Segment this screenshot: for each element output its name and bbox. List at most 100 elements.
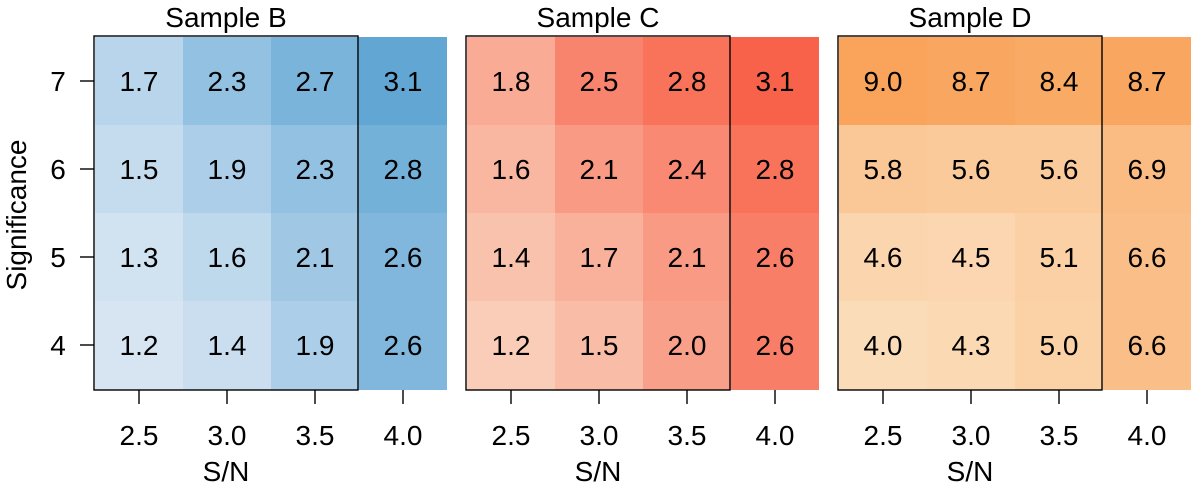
y-tick-label: 5 xyxy=(50,242,66,273)
cell-value-label: 1.2 xyxy=(120,330,159,361)
cell-value-label: 1.3 xyxy=(120,242,159,273)
heatmap-cell xyxy=(467,125,555,213)
cell-value-label: 9.0 xyxy=(864,66,903,97)
heatmap-cell xyxy=(555,37,643,125)
heatmap-cell xyxy=(359,213,447,301)
cell-value-label: 1.7 xyxy=(120,66,159,97)
y-axis: 7 6 5 4 xyxy=(50,66,94,361)
heatmap-cell xyxy=(927,301,1015,389)
x-tick-label: 3.5 xyxy=(668,420,707,451)
cell-value-label: 1.5 xyxy=(580,330,619,361)
panel-2: 1.8 2.5 2.8 3.1 1.6 2.1 2.4 2.8 1.4 1.7 2.1 2.6 1.2 1… xyxy=(465,2,819,487)
x-tick-label: 3.0 xyxy=(208,420,247,451)
x-tick-label: 4.0 xyxy=(1128,420,1167,451)
panel-3: 9.0 8.7 8.4 8.7 5.8 5.6 5.6 6.9 4.6 4.5 5.1 6.6 4.0 4… xyxy=(837,2,1191,487)
heatmap-cell xyxy=(183,37,271,125)
cell-value-label: 2.3 xyxy=(208,66,247,97)
cell-value-label: 2.4 xyxy=(668,154,707,185)
cell-value-label: 5.1 xyxy=(1040,242,1079,273)
cell-value-label: 6.6 xyxy=(1128,242,1167,273)
cell-value-label: 2.7 xyxy=(296,66,335,97)
cell-value-label: 1.2 xyxy=(492,330,531,361)
cell-value-label: 8.4 xyxy=(1040,66,1079,97)
cell-value-label: 1.5 xyxy=(120,154,159,185)
heatmap-cell xyxy=(731,125,819,213)
panels-layer: 1.7 2.3 2.7 3.11.5 1.9 2.3 2.81.3 1.6 2.1 2.61.2 1… xyxy=(93,2,1191,487)
heatmap-cell xyxy=(839,125,927,213)
heatmap-cell xyxy=(183,213,271,301)
heatmap-cell xyxy=(95,213,183,301)
cell-value-label: 2.8 xyxy=(756,154,795,185)
heatmap-cell xyxy=(467,213,555,301)
cell-value-label: 4.0 xyxy=(864,330,903,361)
cell-value-label: 5.6 xyxy=(1040,154,1079,185)
cell-value-label: 2.5 xyxy=(580,66,619,97)
cell-value-label: 5.8 xyxy=(864,154,903,185)
x-axis-title: S/N xyxy=(203,456,250,487)
panel-frame xyxy=(93,35,359,391)
cell-value-label: 2.6 xyxy=(756,242,795,273)
heatmap-cell xyxy=(731,213,819,301)
x-tick-label: 3.0 xyxy=(580,420,619,451)
heatmap-cell xyxy=(271,213,359,301)
panel-frame xyxy=(837,35,1103,391)
x-tick-label: 4.0 xyxy=(756,420,795,451)
cell-value-label: 2.0 xyxy=(668,330,707,361)
heatmap-cell xyxy=(359,125,447,213)
cell-value-label: 1.4 xyxy=(208,330,247,361)
heatmap-cell-fill xyxy=(359,389,447,390)
x-tick-label: 4.0 xyxy=(384,420,423,451)
y-tick-label: 4 xyxy=(50,330,66,361)
cell-value-label: 5.6 xyxy=(952,154,991,185)
cell-value-label: 6.6 xyxy=(1128,330,1167,361)
cell-value-label: 3.1 xyxy=(384,66,423,97)
cell-value-label: 1.9 xyxy=(208,154,247,185)
heatmap-cell xyxy=(643,37,731,125)
heatmap-cell xyxy=(95,37,183,125)
heatmap-cell xyxy=(271,125,359,213)
heatmap-cell-fill xyxy=(731,389,819,390)
x-tick-label: 3.5 xyxy=(296,420,335,451)
panel-frame xyxy=(465,35,731,391)
heatmap-cell-fill xyxy=(1103,389,1191,390)
heatmap-cell xyxy=(643,125,731,213)
heatmap-cell xyxy=(1103,301,1191,389)
cell-value-label: 1.6 xyxy=(208,242,247,273)
x-axis-title: S/N xyxy=(575,456,622,487)
heatmap-cell xyxy=(1103,37,1191,125)
heatmap-cell xyxy=(1015,301,1103,389)
heatmap-cell xyxy=(271,301,359,389)
heatmap-cell xyxy=(183,301,271,389)
heatmap-cell xyxy=(839,301,927,389)
heatmap-cell xyxy=(1015,125,1103,213)
x-axis-title: S/N xyxy=(947,456,994,487)
heatmap-cell xyxy=(927,213,1015,301)
heatmap-cell xyxy=(555,125,643,213)
panel-title: Sample B xyxy=(165,2,286,33)
heatmap-cell xyxy=(95,125,183,213)
heatmap-cell xyxy=(643,213,731,301)
cell-value-label: 1.6 xyxy=(492,154,531,185)
cell-value-label: 8.7 xyxy=(1128,66,1167,97)
heatmap-cell xyxy=(467,37,555,125)
cell-value-label: 4.3 xyxy=(952,330,991,361)
heatmap-cell xyxy=(1015,213,1103,301)
y-tick-label: 6 xyxy=(50,154,66,185)
panel-title: Sample D xyxy=(909,2,1032,33)
cell-value-label: 4.6 xyxy=(864,242,903,273)
x-tick-label: 3.5 xyxy=(1040,420,1079,451)
heatmap-cell xyxy=(271,37,359,125)
x-tick-label: 2.5 xyxy=(120,420,159,451)
cell-value-label: 1.9 xyxy=(296,330,335,361)
cell-value-label: 4.5 xyxy=(952,242,991,273)
heatmap-cell xyxy=(1103,125,1191,213)
heatmap-cell xyxy=(839,37,927,125)
cell-value-label: 8.7 xyxy=(952,66,991,97)
heatmap-cell xyxy=(1015,37,1103,125)
cell-value-label: 2.1 xyxy=(580,154,619,185)
panel-1: 1.7 2.3 2.7 3.1 1.5 1.9 2.3 2.8 1.3 1.6 2.1 2.6 1.2 1… xyxy=(93,2,447,487)
cell-value-label: 1.4 xyxy=(492,242,531,273)
cell-value-label: 2.6 xyxy=(384,242,423,273)
cell-value-label: 1.8 xyxy=(492,66,531,97)
